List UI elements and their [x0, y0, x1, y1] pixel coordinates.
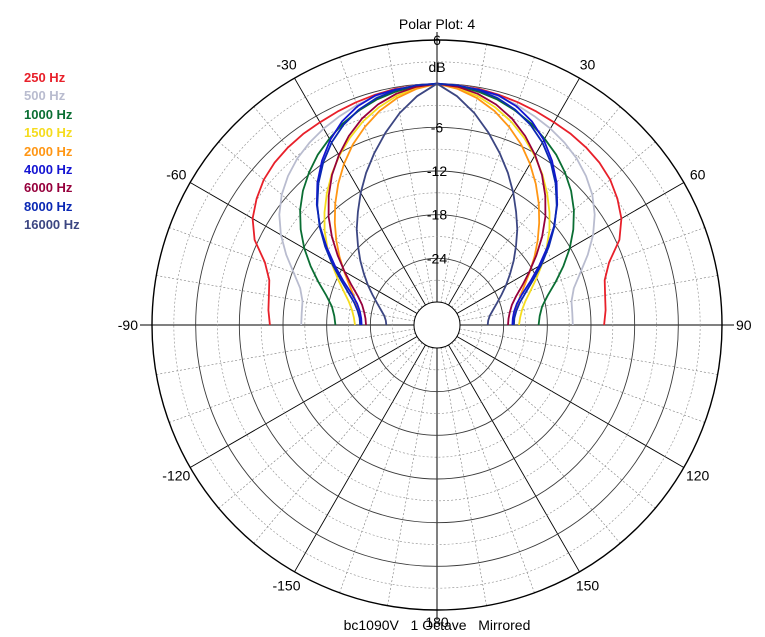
radial-unit-label: dB [428, 59, 445, 75]
db-ring [260, 148, 614, 502]
angle-tick-label: -120 [162, 468, 190, 484]
radial-tick-label: -6 [431, 119, 444, 135]
angle-tick-label: 120 [686, 468, 710, 484]
legend-item-1500hz: 1500 Hz [24, 125, 73, 141]
angle-tick-label: -150 [272, 578, 300, 594]
db-ring [369, 257, 505, 393]
angle-tick-label: -30 [276, 56, 296, 72]
chart-footer: bc1090V 1 Octave Mirrored [344, 617, 531, 633]
legend-item-250hz: 250 Hz [24, 70, 66, 85]
radial-tick-label: -18 [427, 207, 447, 223]
db-ring [238, 126, 636, 524]
angle-tick-label: 90 [736, 317, 752, 333]
legend-item-6000hz: 6000 Hz [24, 180, 73, 196]
legend-item-4000hz: 4000 Hz [24, 162, 73, 178]
db-ring [348, 236, 526, 414]
angle-tick-label: 150 [576, 578, 600, 594]
radial-tick-label: 6 [433, 32, 441, 48]
label-group: Polar Plot: 4 bc1090V 1 Octave Mirrored … [118, 16, 752, 633]
angle-tick-label: 60 [690, 167, 706, 183]
angle-tick-label: 180 [425, 614, 449, 630]
db-ring [391, 279, 483, 371]
series-line-16000hz [355, 82, 519, 326]
center-hub [413, 301, 461, 349]
db-ring [326, 214, 548, 436]
series-group [251, 82, 623, 326]
radial-tick-label: -12 [427, 163, 447, 179]
angle-tick-label: 30 [580, 56, 596, 72]
legend-item-500hz: 500 Hz [24, 88, 66, 104]
legend-item-8000hz: 8000 Hz [24, 198, 73, 214]
radial-tick-label: -24 [427, 250, 447, 266]
angle-tick-label: -90 [118, 317, 138, 333]
angle-tick-label: -60 [166, 167, 186, 183]
legend-item-2000hz: 2000 Hz [24, 143, 73, 159]
db-ring [304, 192, 570, 458]
legend-item-1000hz: 1000 Hz [24, 106, 73, 122]
outer-ring [151, 39, 723, 611]
db-ring [217, 105, 657, 545]
db-ring [282, 170, 592, 480]
db-ring [173, 61, 701, 589]
center-circle [413, 301, 461, 349]
legend: 250 Hz 500 Hz 1000 Hz 1500 Hz 2000 Hz 40… [24, 69, 80, 235]
chart-title: Polar Plot: 4 [399, 16, 475, 32]
legend-item-16000hz: 16000 Hz [24, 217, 80, 233]
